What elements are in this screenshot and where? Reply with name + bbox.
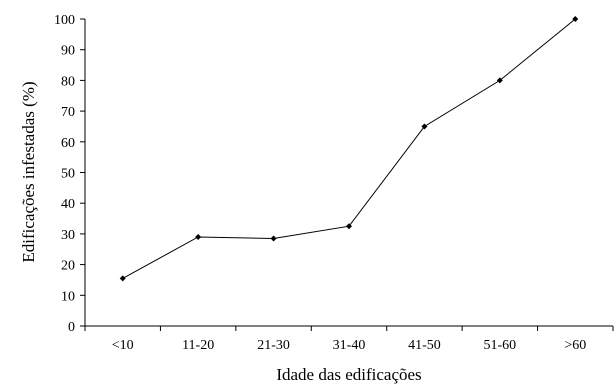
data-point [195, 233, 202, 240]
data-point [119, 275, 126, 282]
x-tick-label: 11-20 [182, 338, 214, 353]
x-axis-title: Idade das edificações [276, 365, 421, 384]
y-tick-label: 50 [61, 167, 75, 182]
y-tick-label: 30 [61, 228, 75, 243]
y-tick-label: 60 [61, 136, 75, 151]
y-tick-label: 40 [61, 197, 75, 212]
x-tick-label: 41-50 [408, 338, 441, 353]
x-tick-label: 51-60 [484, 338, 517, 353]
y-tick-label: 20 [61, 259, 75, 274]
y-tick-label: 100 [54, 13, 75, 28]
y-tick-label: 70 [61, 105, 75, 120]
data-point [572, 16, 579, 22]
data-point [496, 77, 503, 84]
y-tick-label: 80 [61, 74, 75, 89]
y-tick-label: 10 [61, 289, 75, 304]
y-axis: 0 10 20 30 40 50 60 70 80 90 100 [54, 13, 86, 335]
data-point [421, 123, 428, 130]
series-layer [119, 16, 579, 282]
y-axis-title: Edificações infestadas (%) [19, 81, 38, 262]
series-line [122, 18, 576, 279]
x-tick-label: 31-40 [333, 338, 366, 353]
y-tick-label: 90 [61, 44, 75, 59]
data-point [270, 235, 277, 242]
y-tick-label: 0 [68, 320, 75, 335]
x-tick-label: <10 [112, 338, 134, 353]
x-axis: <10 11-20 21-30 31-40 41-50 51-60 >60 [84, 325, 614, 353]
x-tick-label: >60 [564, 338, 586, 353]
x-tick-label: 21-30 [257, 338, 290, 353]
data-point [346, 223, 352, 230]
